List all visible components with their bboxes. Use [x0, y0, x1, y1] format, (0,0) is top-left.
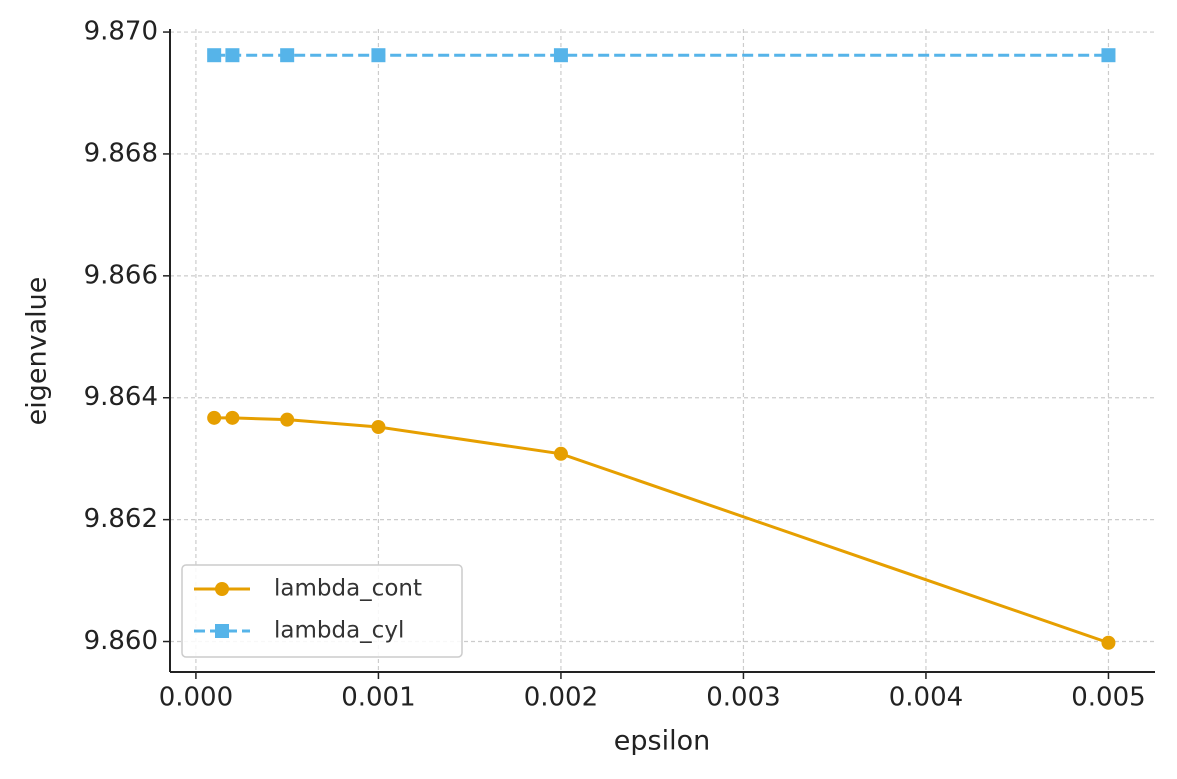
data-point	[280, 48, 295, 63]
y-tick-label: 9.864	[84, 382, 158, 412]
y-tick-label: 9.862	[84, 504, 158, 534]
y-tick-label: 9.868	[84, 138, 158, 168]
y-tick-label: 9.866	[84, 260, 158, 290]
data-point	[1101, 48, 1116, 63]
data-point	[207, 410, 222, 425]
data-point	[371, 48, 386, 63]
legend-marker	[215, 624, 229, 638]
y-axis-label: eigenvalue	[22, 277, 53, 426]
legend-label: lambda_cont	[274, 576, 422, 602]
data-point	[225, 48, 240, 63]
legend-label: lambda_cyl	[274, 618, 404, 644]
data-point	[225, 410, 240, 425]
x-tick-label: 0.001	[341, 683, 415, 713]
legend: lambda_cont lambda_cyl	[181, 564, 463, 658]
y-tick-label: 9.870	[84, 17, 158, 47]
x-tick-label: 0.005	[1071, 683, 1145, 713]
data-point	[553, 48, 568, 63]
x-tick-label: 0.003	[706, 683, 780, 713]
x-tick-label: 0.002	[524, 683, 598, 713]
x-tick-label: 0.000	[159, 683, 233, 713]
x-axis-label: epsilon	[614, 726, 710, 757]
data-point	[207, 48, 222, 63]
data-point	[553, 446, 568, 461]
legend-marker	[215, 582, 229, 596]
x-tick-label: 0.004	[889, 683, 963, 713]
data-point	[280, 412, 295, 427]
data-point	[371, 419, 386, 434]
legend-box	[181, 564, 463, 658]
data-point	[1101, 635, 1116, 650]
y-tick-label: 9.860	[84, 626, 158, 656]
